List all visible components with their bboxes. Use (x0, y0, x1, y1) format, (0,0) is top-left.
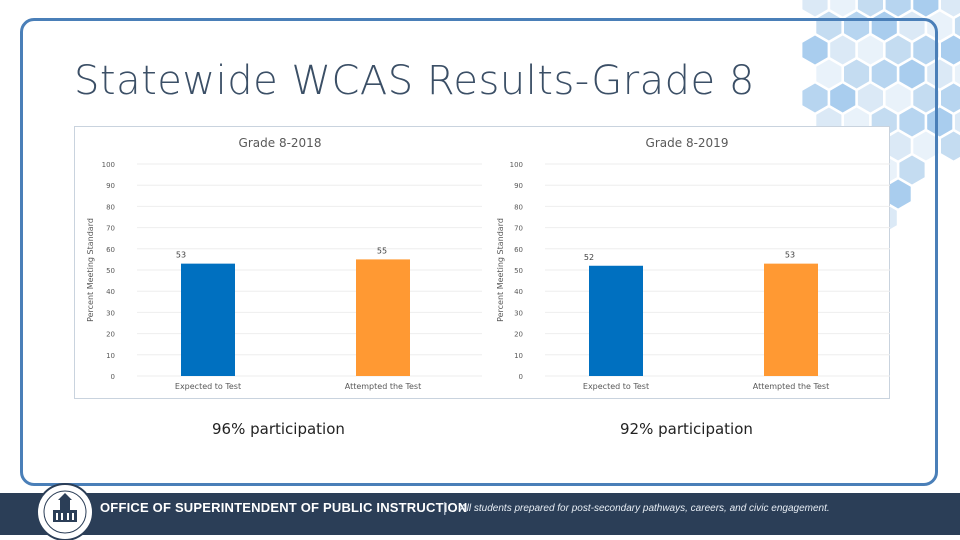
hexagon-tile (954, 15, 960, 37)
hexagon-tile (941, 35, 960, 65)
hexagon-tile (913, 131, 939, 161)
y-tick-label: 10 (106, 352, 115, 360)
hexagon-tile (941, 131, 960, 161)
hexagon-tile (871, 59, 897, 89)
y-tick-label: 50 (514, 267, 523, 275)
y-tick-label: 30 (106, 309, 115, 317)
y-tick-label: 20 (106, 331, 115, 339)
participation-2018: 96% participation (212, 420, 345, 438)
y-axis-label: Percent Meeting Standard (86, 218, 95, 322)
hexagon-tile (941, 83, 960, 113)
hexagon-tile (954, 63, 960, 85)
hexagon-tile (954, 111, 960, 133)
bar (181, 263, 235, 376)
hexagon-tile (941, 0, 960, 17)
hexagon-tile (899, 155, 925, 185)
footer-bar (0, 493, 960, 535)
hexagon-tile (816, 59, 842, 89)
y-tick-label: 30 (514, 309, 523, 317)
y-tick-label: 70 (106, 225, 115, 233)
y-tick-label: 0 (111, 373, 115, 381)
hexagon-tile (857, 83, 883, 113)
hexagon-tile (802, 83, 828, 113)
y-tick-label: 10 (514, 352, 523, 360)
footer-bottom-edge (0, 535, 960, 540)
y-tick-label: 80 (106, 203, 115, 211)
bar (589, 265, 643, 376)
y-tick-label: 60 (106, 246, 115, 254)
category-label: Expected to Test (175, 382, 241, 391)
hexagon-tile (857, 35, 883, 65)
data-label: 53 (785, 251, 795, 260)
y-tick-label: 40 (514, 288, 523, 296)
y-tick-label: 0 (519, 373, 523, 381)
chart-title: Grade 8-2019 (646, 136, 729, 150)
hexagon-tile (913, 0, 939, 17)
hexagon-tile (885, 179, 911, 209)
data-label: 53 (176, 251, 186, 260)
data-label: 55 (377, 246, 387, 255)
hexagon-tile (830, 35, 856, 65)
hexagon-tile (844, 59, 870, 89)
hexagon-tile (927, 11, 953, 41)
bar (764, 263, 818, 376)
y-tick-label: 20 (514, 331, 523, 339)
category-label: Expected to Test (583, 382, 649, 391)
hexagon-tile (802, 35, 828, 65)
y-tick-label: 90 (106, 182, 115, 190)
bar-charts: Grade 8-20180102030405060708090100Percen… (86, 136, 890, 391)
hexagon-tile (857, 0, 883, 17)
hexagon-tile (885, 35, 911, 65)
chart-title: Grade 8-2018 (239, 136, 322, 150)
hexagon-tile (899, 107, 925, 137)
bar (356, 259, 410, 376)
hexagon-tile (927, 59, 953, 89)
chart-container: Grade 8-2018 0 10 20 30 40 50 60 70 80 90 100 Percen… (74, 126, 890, 399)
category-label: Attempted the Test (753, 382, 830, 391)
hexagon-tile (913, 35, 939, 65)
y-axis-label: Percent Meeting Standard (496, 218, 505, 322)
category-label: Attempted the Test (345, 382, 422, 391)
hexagon-tile (830, 0, 856, 17)
y-tick-label: 50 (106, 267, 115, 275)
data-label: 52 (584, 253, 594, 262)
hexagon-tile (885, 0, 911, 17)
y-tick-label: 60 (514, 246, 523, 254)
footer-tagline: All students prepared for post-secondary… (460, 503, 830, 514)
footer-separator: | (443, 499, 447, 515)
hexagon-tile (899, 59, 925, 89)
hexagon-tile (885, 131, 911, 161)
footer-org-name: OFFICE OF SUPERINTENDENT OF PUBLIC INSTR… (100, 500, 468, 515)
slide-title: Statewide WCAS Results-Grade 8 (74, 58, 755, 104)
y-tick-label: 40 (106, 288, 115, 296)
y-tick-label: 100 (510, 161, 523, 169)
y-tick-label: 70 (514, 225, 523, 233)
hexagon-tile (802, 0, 828, 17)
ospi-seal-logo (36, 483, 94, 540)
y-tick-label: 90 (514, 182, 523, 190)
hexagon-tile (927, 107, 953, 137)
y-tick-label: 80 (514, 203, 523, 211)
participation-2019: 92% participation (620, 420, 753, 438)
slide-frame (20, 18, 938, 486)
y-tick-label: 100 (102, 161, 115, 169)
hexagon-tile (885, 83, 911, 113)
hexagon-tile (830, 83, 856, 113)
hexagon-tile (913, 83, 939, 113)
